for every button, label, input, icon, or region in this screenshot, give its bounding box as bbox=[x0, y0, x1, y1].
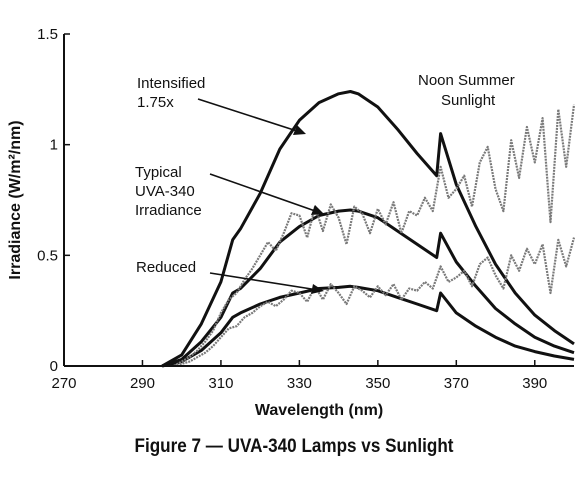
annotation-intensified-arrowhead bbox=[293, 125, 306, 135]
annotation-intensified-line1: Intensified bbox=[137, 75, 205, 92]
y-axis-label: Irradiance (W/m²/nm) bbox=[7, 120, 24, 279]
annotation-sunlight-line1: Noon Summer bbox=[418, 72, 515, 89]
annotation-typical-arrowhead bbox=[311, 205, 324, 215]
figure-caption: Figure 7 — UVA-340 Lamps vs Sunlight bbox=[134, 436, 454, 457]
annotation-reduced-arrow bbox=[209, 272, 319, 291]
annotation-typical-line3: Irradiance bbox=[135, 202, 202, 219]
sunlight-series-line-4 bbox=[173, 104, 576, 367]
lamp-series-line-0 bbox=[161, 284, 575, 368]
lamp-series-line-2 bbox=[161, 90, 575, 368]
annotation-typical-arrow bbox=[209, 173, 319, 213]
annotation-reduced: Reduced bbox=[136, 259, 196, 276]
y-tick-label: 1.5 bbox=[37, 26, 58, 43]
x-tick-label: 370 bbox=[444, 375, 469, 392]
x-tick-label: 270 bbox=[51, 375, 76, 392]
x-tick-label: 310 bbox=[208, 375, 233, 392]
annotation-typical-line1: Typical bbox=[135, 164, 182, 181]
x-tick-label: 290 bbox=[130, 375, 155, 392]
annotation-intensified-arrow bbox=[197, 98, 301, 133]
x-axis-label: Wavelength (nm) bbox=[255, 402, 383, 419]
annotation-typical-line2: UVA-340 bbox=[135, 183, 195, 200]
plot-area bbox=[161, 90, 576, 368]
x-tick-label: 350 bbox=[365, 375, 390, 392]
sunlight-series-line-3 bbox=[173, 237, 576, 368]
chart: 270 290 310 330 350 370 390 0 0.5 1 1.5 Wavelength… bbox=[7, 26, 576, 419]
y-tick-label: 0.5 bbox=[37, 247, 58, 264]
axes bbox=[63, 34, 574, 367]
y-tick-label: 0 bbox=[50, 358, 58, 375]
annotation-reduced-arrowhead bbox=[311, 284, 324, 294]
annotation-sunlight-line2: Sunlight bbox=[441, 92, 496, 109]
annotation-intensified-line2: 1.75x bbox=[137, 94, 174, 111]
y-tick-label: 1 bbox=[50, 137, 58, 154]
tick-group: 270 290 310 330 350 370 390 0 0.5 1 1.5 bbox=[37, 26, 547, 392]
x-tick-label: 330 bbox=[287, 375, 312, 392]
x-tick-label: 390 bbox=[522, 375, 547, 392]
